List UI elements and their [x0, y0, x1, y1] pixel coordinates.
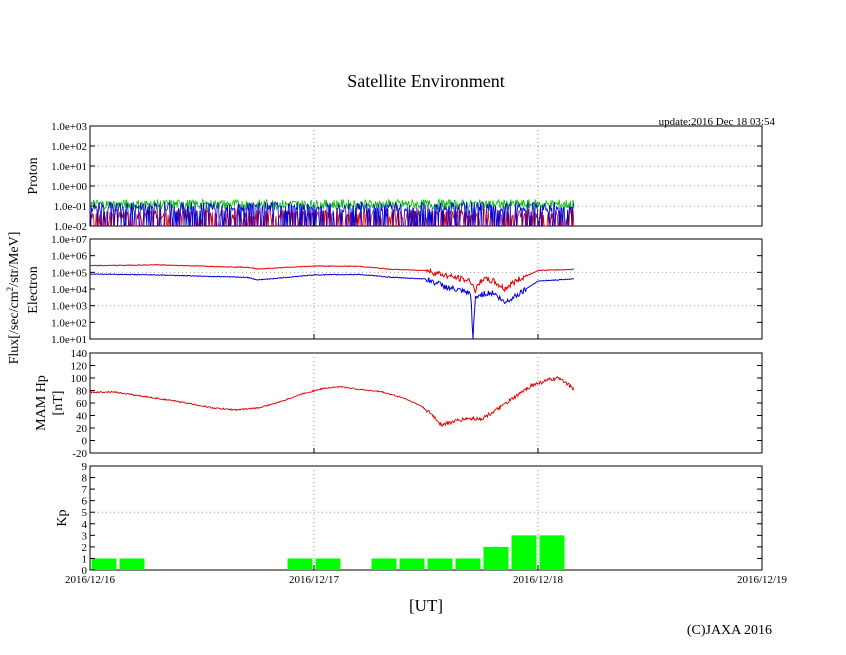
mamhp-ylabel: MAM Hp [34, 375, 49, 431]
kp-bar [371, 558, 397, 570]
kp-bar [91, 558, 117, 570]
update-timestamp: update:2016 Dec 18 03:54 [659, 116, 776, 128]
mamhp-unit-label: [nT] [51, 391, 66, 416]
electron-panel-frame [89, 238, 763, 340]
y-tick-label: 1.0e-01 [54, 201, 87, 213]
y-tick-label: 0 [82, 565, 88, 577]
y-tick-label: 1.0e+02 [51, 317, 87, 329]
kp-bar [455, 558, 481, 570]
x-tick-label: 2016/12/19 [737, 574, 788, 586]
x-tick-labels: 2016/12/16 2016/12/17 2016/12/18 2016/12/19 [65, 221, 788, 586]
y-tick-label: 100 [71, 373, 88, 385]
kp-panel-frame [89, 465, 763, 571]
y-tick-label: 1.0e+05 [51, 267, 87, 279]
y-tick-label: 1 [82, 553, 88, 565]
kp-bar [287, 558, 313, 570]
y-tick-label: 3 [82, 530, 88, 542]
y-tick-label: 20 [76, 423, 88, 435]
y-tick-label: 0 [82, 436, 88, 448]
electron-series [89, 264, 575, 340]
proton-line-blue [89, 200, 575, 227]
kp-bar [315, 558, 341, 570]
y-tick-label: 140 [71, 348, 88, 360]
y-tick-label: 1.0e+04 [51, 284, 87, 296]
x-tick-label: 2016/12/17 [289, 574, 340, 586]
electron-line-red [89, 264, 575, 295]
proton-line-green [89, 198, 575, 211]
mamhp-line-red [89, 375, 575, 428]
kp-bar [399, 558, 425, 570]
flux-ylabel-sup: 2 [5, 287, 15, 292]
y-tick-label: 5 [82, 507, 88, 519]
kp-bars [91, 535, 565, 570]
kp-ylabel: Kp [55, 509, 70, 526]
y-tick-label: 8 [82, 473, 88, 485]
x-axis-label: [UT] [409, 596, 443, 615]
y-tick-label: 4 [82, 519, 88, 531]
proton-series [89, 198, 575, 227]
y-tick-label: 60 [76, 398, 88, 410]
y-tick-label: -20 [72, 448, 87, 460]
flux-ylabel: Flux[/sec/cm2/str/MeV] [5, 232, 22, 365]
kp-bar [119, 558, 145, 570]
proton-line-red [89, 208, 575, 227]
kp-bar [483, 546, 509, 570]
y-tick-labels: 1.0e-02 1.0e-01 1.0e+00 1.0e+01 1.0e+02 1.0e+… [51, 121, 762, 577]
flux-ylabel-main: Flux[/sec/cm [7, 291, 22, 364]
x-tick-label: 2016/12/18 [513, 574, 564, 586]
kp-bar [511, 535, 537, 570]
y-tick-label: 6 [82, 496, 88, 508]
kp-bar [427, 558, 453, 570]
y-tick-label: 120 [71, 361, 88, 373]
y-tick-label: 2 [82, 542, 88, 554]
y-tick-label: 80 [76, 386, 88, 398]
copyright: (C)JAXA 2016 [687, 623, 772, 638]
y-tick-label: 1.0e+02 [51, 141, 87, 153]
y-tick-label: 1.0e+03 [51, 301, 87, 313]
grid-lines [90, 126, 762, 570]
proton-ylabel: Proton [26, 157, 41, 194]
y-tick-label: 7 [82, 484, 88, 496]
y-tick-label: 1.0e+00 [51, 181, 87, 193]
electron-ylabel: Electron [26, 266, 41, 313]
y-tick-label: 1.0e+03 [51, 121, 87, 133]
y-tick-label: 1.0e+06 [51, 251, 87, 263]
electron-line-blue [89, 273, 574, 340]
mamhp-series [89, 375, 575, 428]
y-tick-label: 1.0e-02 [54, 221, 87, 233]
y-tick-label: 1.0e+07 [51, 234, 87, 246]
y-tick-label: 40 [76, 411, 88, 423]
chart-title: Satellite Environment [347, 71, 504, 91]
y-tick-label: 1.0e+01 [51, 334, 87, 346]
y-tick-label: 1.0e+01 [51, 161, 87, 173]
y-tick-label: 9 [82, 461, 88, 473]
flux-ylabel-tail: /str/MeV] [7, 232, 22, 287]
x-tick-label: 2016/12/16 [65, 574, 116, 586]
kp-bar [539, 535, 565, 570]
